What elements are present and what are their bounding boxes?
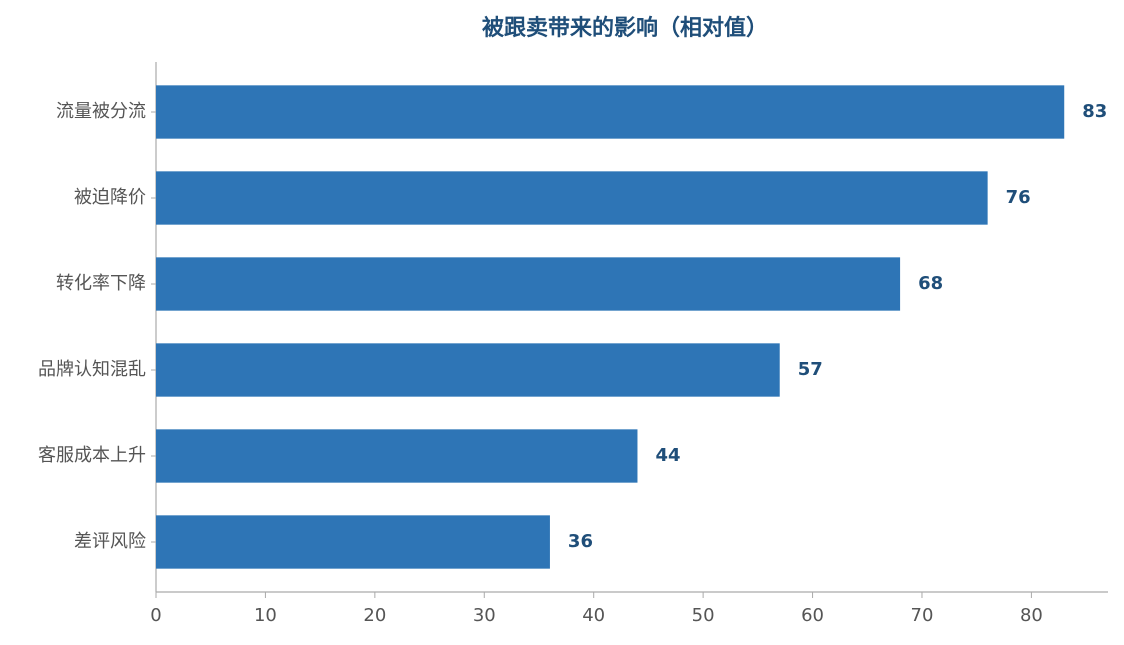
y-tick-label: 流量被分流 [56,101,146,122]
data-label: 68 [918,273,943,294]
x-tick-label: 50 [692,605,715,626]
x-tick-label: 10 [254,605,277,626]
x-tick-label: 20 [363,605,386,626]
y-tick-label: 被迫降价 [74,187,146,208]
bar [156,515,550,569]
x-tick-label: 70 [911,605,934,626]
data-label: 36 [568,531,593,552]
y-tick-label: 品牌认知混乱 [38,359,146,380]
data-label: 44 [655,445,680,466]
x-tick-label: 40 [582,605,605,626]
x-tick-label: 30 [473,605,496,626]
x-tick-label: 80 [1020,605,1043,626]
data-label: 83 [1082,101,1107,122]
bar [156,343,780,397]
y-tick-label: 差评风险 [74,531,146,552]
bar [156,257,901,311]
y-tick-label: 转化率下降 [56,273,146,294]
bar [156,429,638,483]
x-tick-label: 60 [801,605,824,626]
bar [156,171,988,225]
x-tick-label: 0 [150,605,161,626]
y-tick-label: 客服成本上升 [38,445,146,466]
chart-title: 被跟卖带来的影响（相对值） [482,15,768,41]
bar [156,85,1065,139]
data-label: 76 [1006,187,1031,208]
data-label: 57 [798,359,823,380]
